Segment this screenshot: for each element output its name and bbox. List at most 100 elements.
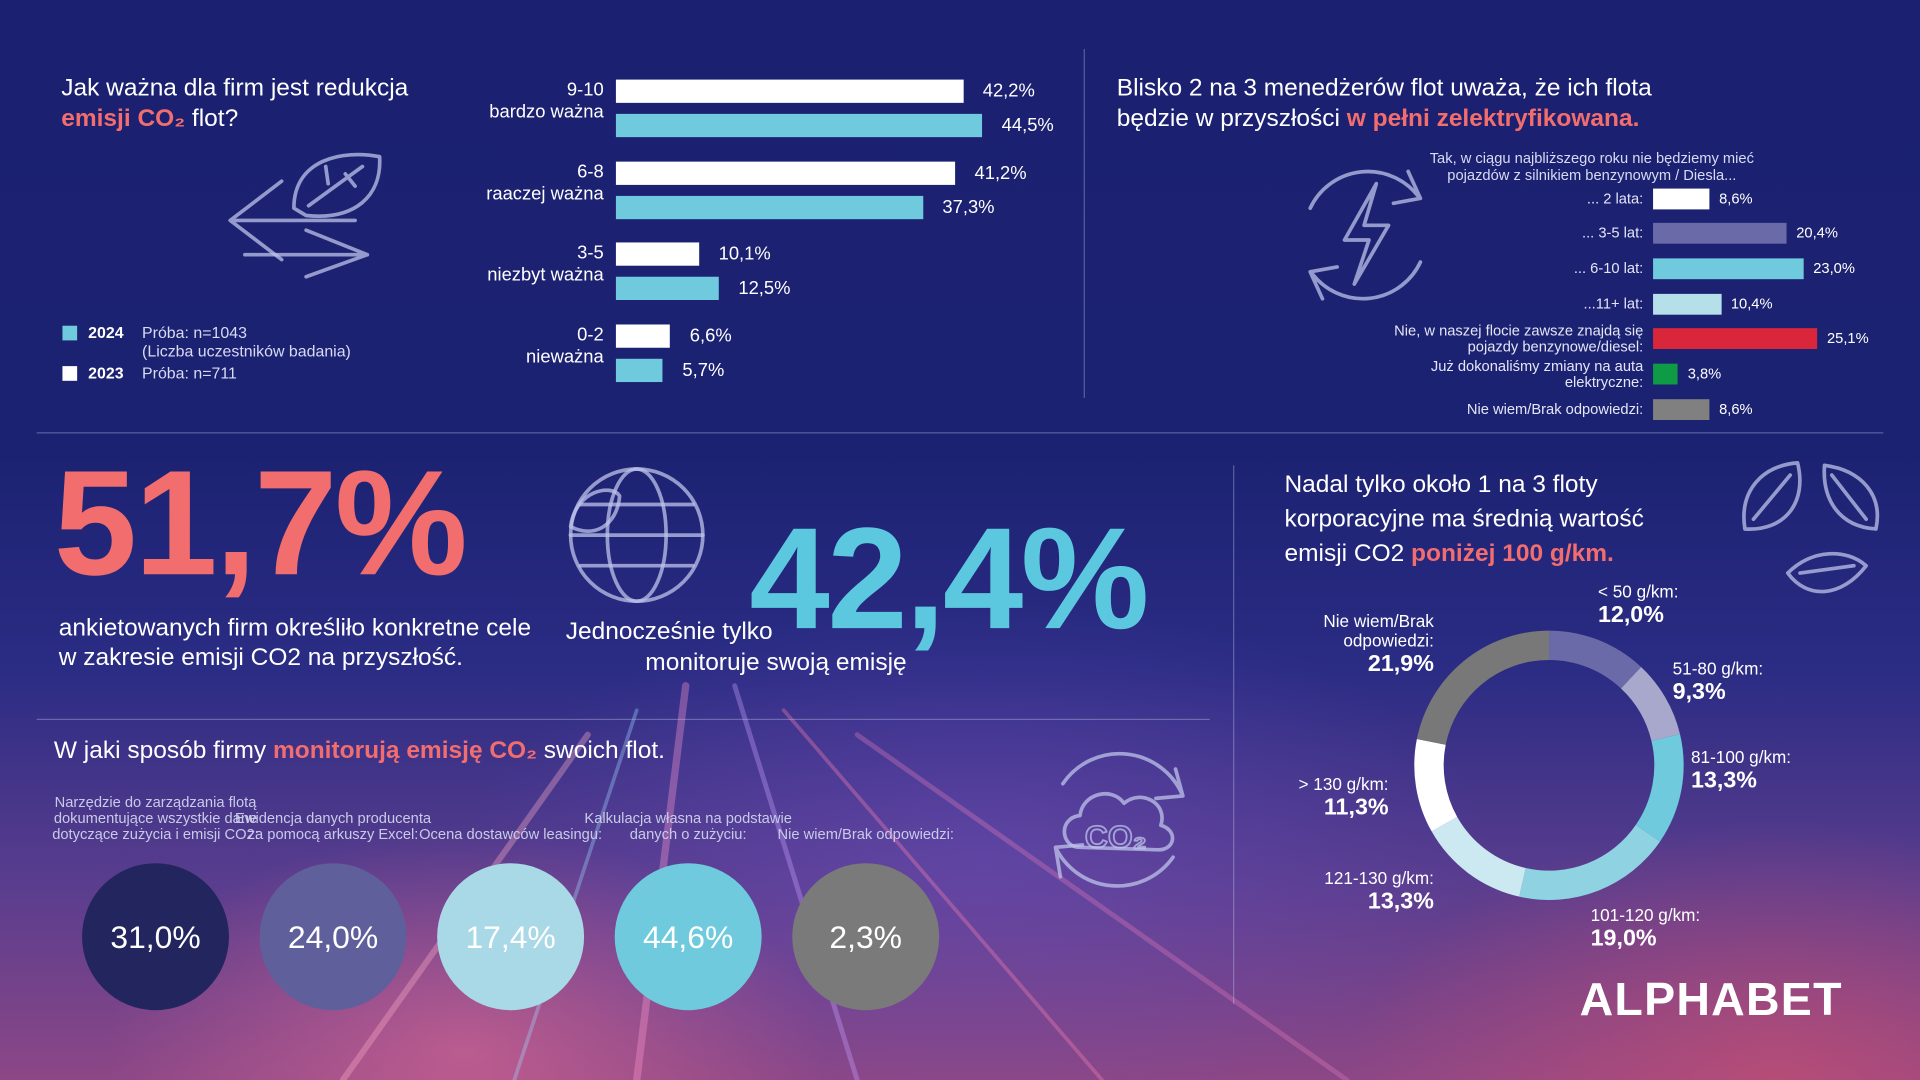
stat-text: ankietowanych firm określiło konkretne c… <box>58 614 532 672</box>
icon-co2: CO₂ <box>1053 751 1185 888</box>
value-label: 21,9% <box>1367 651 1434 678</box>
value-label: 41,2% <box>974 162 1027 184</box>
category-description: nieważna <box>526 345 604 367</box>
bar <box>1653 328 1818 350</box>
value-label: 13,3% <box>1691 767 1757 794</box>
stat-text: Jednocześnie tylko <box>565 618 773 646</box>
donut-slice <box>1416 630 1549 745</box>
value-label: 17,4% <box>465 917 556 955</box>
category-text: Kalkulacja własna na podstawie danych o … <box>584 809 792 843</box>
stat-value: 51,7% <box>53 439 468 607</box>
bubble: 2,3% <box>792 863 940 1011</box>
value-label: 44,6% <box>643 917 734 955</box>
title-highlight: monitorują emisję CO₂ <box>272 737 537 765</box>
stat-value: 42,4% <box>749 498 1149 661</box>
category-text: ... 3-5 lat: <box>1582 224 1644 242</box>
value-label: 12,0% <box>1597 602 1664 629</box>
title-text: Jak ważna dla firm jest redukcja <box>61 74 409 102</box>
icon-leaf-arrows <box>228 152 382 279</box>
divider <box>1083 48 1085 398</box>
donut-label: Nie wiem/Brak odpowiedzi: 21,9% <box>1299 611 1434 680</box>
category-label: Kalkulacja własna na podstawie danych o … <box>584 786 792 842</box>
bar <box>615 195 923 219</box>
title-text: W jaki sposób firmy <box>53 737 267 765</box>
icon-leaves <box>1742 461 1880 594</box>
bar <box>615 242 700 266</box>
category-text: Nie wiem/Brak odpowiedzi: <box>777 825 954 843</box>
category-label: 81-100 g/km: <box>1691 746 1792 767</box>
legend-label: 2024 <box>88 323 124 342</box>
category-label: 121-130 g/km: <box>1324 868 1434 888</box>
bubble: 31,0% <box>82 863 229 1011</box>
category-text: Już dokonaliśmy zmiany na auta elektrycz… <box>1430 356 1644 391</box>
chart-title: W jaki sposób firmy monitorują emisję CO… <box>54 736 911 767</box>
value-label: 11,3% <box>1323 794 1389 821</box>
category-label: ... 2 lata: <box>1384 180 1644 217</box>
category-description: bardzo ważna <box>489 101 604 123</box>
donut-label: < 50 g/km: 12,0% <box>1598 582 1818 631</box>
category-label: Narzędzie do zarządzania flotą dokumentu… <box>51 786 259 842</box>
category-text: Nie wiem/Brak odpowiedzi: <box>1466 400 1644 418</box>
chart-title: Jak ważna dla firm jest redukcja emisji C… <box>61 73 465 134</box>
bar <box>615 113 983 138</box>
legend-swatch <box>62 325 78 341</box>
donut-slice <box>1635 734 1684 842</box>
bar <box>1653 223 1787 244</box>
bar <box>615 79 964 103</box>
category-text: ... 2 lata: <box>1586 189 1644 207</box>
value-label: 44,5% <box>1001 115 1054 136</box>
category-description: niezbyt ważna <box>487 264 604 286</box>
title-text: flot? <box>191 105 239 133</box>
category-text: ...11+ lat: <box>1583 294 1644 312</box>
legend-sample: Próba: n=711 <box>142 363 237 383</box>
chart-title: Blisko 2 na 3 menedżerów flot uważa, że … <box>1117 73 1717 134</box>
title-text: Nadal tylko około 1 na 3 floty korporacy… <box>1284 471 1644 567</box>
value-label: 13,3% <box>1367 888 1434 915</box>
icon-globe <box>568 467 705 604</box>
donut-label: > 130 g/km: 11,3% <box>1168 773 1389 823</box>
category-label: ... 6-10 lat: <box>1384 250 1644 287</box>
donut-chart <box>1414 630 1684 901</box>
title-highlight: emisji CO₂ <box>61 105 186 133</box>
donut-label: 81-100 g/km: 13,3% <box>1691 747 1911 796</box>
category-label: > 130 g/km: <box>1298 773 1389 794</box>
category-label: Nie wiem/Brak odpowiedzi: <box>1323 611 1434 651</box>
value-label: 37,3% <box>942 196 995 218</box>
value-label: 31,0% <box>110 917 201 955</box>
category-label: 3-5 <box>577 242 604 264</box>
bar <box>615 161 955 185</box>
icon-co2-glyph: CO₂ <box>1085 818 1147 854</box>
chart-title: Nadal tylko około 1 na 3 floty korporacy… <box>1284 468 1713 571</box>
category-text: ... 6-10 lat: <box>1573 259 1644 277</box>
value-label: 2,3% <box>829 917 902 955</box>
bubble: 24,0% <box>259 863 407 1011</box>
value-label: 10,4% <box>1730 294 1773 312</box>
value-label: 9,3% <box>1672 679 1726 706</box>
category-label: 51-80 g/km: <box>1672 658 1764 679</box>
category-label: < 50 g/km: <box>1597 581 1679 602</box>
stat-text: monitoruje swoją emisję <box>645 648 907 676</box>
donut-slice <box>1431 817 1526 897</box>
category-description: raaczej ważna <box>486 183 604 204</box>
donut-label: 121-130 g/km: 13,3% <box>1213 868 1434 917</box>
category-label: ...11+ lat: <box>1384 285 1644 322</box>
title-text: swoich flot. <box>543 737 665 765</box>
category-label: 6-8 <box>577 161 604 182</box>
category-text: Ocena dostawców leasingu: <box>419 825 603 843</box>
category-label: Ewidencja danych producenta za pomocą ar… <box>229 786 437 842</box>
value-label: 23,0% <box>1813 259 1855 277</box>
donut-slice <box>1621 667 1681 741</box>
divider <box>1233 465 1235 1005</box>
value-label: 24,0% <box>287 917 379 955</box>
category-text: Nie, w naszej flocie zawsze znajdą się p… <box>1394 321 1644 355</box>
chart-subtitle: Tak, w ciągu najbliższego roku nie będzi… <box>1429 149 1754 184</box>
bar <box>1653 398 1710 420</box>
title-highlight: w pełni zelektryfikowana. <box>1346 105 1640 133</box>
legend-sample: Próba: n=1043 <box>142 323 247 342</box>
bar <box>1653 258 1804 280</box>
donut-slice <box>1519 824 1661 901</box>
bubble: 17,4% <box>437 863 585 1011</box>
